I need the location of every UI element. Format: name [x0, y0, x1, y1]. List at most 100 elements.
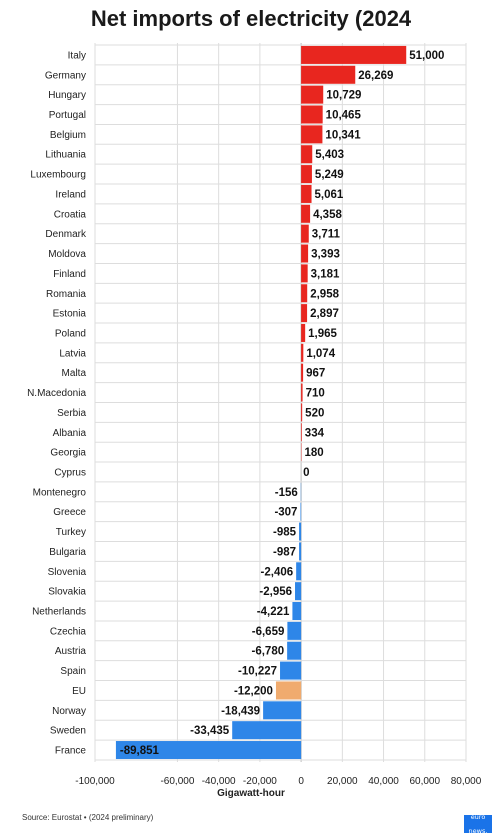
x-tick-label: -100,000: [75, 776, 115, 787]
value-label: 2,958: [310, 288, 339, 300]
category-label: Italy: [68, 50, 86, 61]
value-label: -33,435: [190, 725, 230, 737]
bar: [301, 264, 308, 283]
x-tick-label: 40,000: [368, 776, 399, 787]
bar-chart: -100,000 -60,000 -40,000 -20,000 0 20,000 40,0…: [27, 43, 482, 787]
bar: [301, 304, 308, 323]
bar: [299, 542, 302, 561]
logo-text-part: euro: [470, 812, 486, 821]
category-label: Spain: [60, 666, 86, 677]
bar: [296, 562, 302, 581]
logo-text-part: news.: [468, 826, 488, 835]
bar: [295, 582, 302, 601]
value-label: 10,729: [326, 90, 361, 102]
bar: [275, 681, 302, 700]
bar: [301, 244, 309, 263]
value-label: 1,965: [308, 328, 337, 340]
bar: [301, 165, 312, 184]
category-label: Serbia: [57, 408, 86, 419]
bar: [301, 403, 303, 422]
bar: [301, 145, 313, 164]
bar: [301, 125, 323, 144]
x-tick-label: 20,000: [327, 776, 358, 787]
category-label: Latvia: [59, 348, 86, 359]
x-tick-label: 0: [298, 776, 304, 787]
value-label: 10,341: [325, 129, 361, 141]
category-label: Cyprus: [54, 467, 86, 478]
value-label: -307: [274, 507, 297, 519]
category-label: Germany: [45, 70, 86, 81]
category-label: Malta: [62, 368, 87, 379]
value-label: 4,358: [313, 209, 342, 221]
value-label: 26,269: [358, 70, 393, 82]
bar: [301, 363, 304, 382]
value-label: -6,780: [252, 646, 285, 658]
value-label: -985: [273, 527, 297, 539]
category-label: Greece: [53, 507, 86, 518]
category-label: Montenegro: [33, 487, 87, 498]
bar: [301, 423, 302, 442]
category-label: Moldova: [48, 249, 86, 260]
bar: [301, 323, 306, 342]
value-label: -18,439: [221, 705, 260, 717]
value-label: -6,659: [252, 626, 285, 638]
category-label: Georgia: [50, 448, 86, 459]
category-label: Austria: [55, 646, 87, 657]
value-label: 180: [304, 447, 323, 459]
value-label: 967: [306, 368, 325, 380]
bar: [232, 721, 302, 740]
category-label: Hungary: [48, 90, 86, 101]
value-label: 0: [303, 467, 309, 479]
value-label: -4,221: [257, 606, 290, 618]
category-label: Turkey: [56, 527, 86, 538]
bar: [301, 284, 308, 303]
category-label: Belgium: [50, 130, 86, 141]
x-tick-label: 60,000: [409, 776, 440, 787]
value-label: -12,200: [234, 685, 273, 697]
category-label: France: [55, 746, 87, 757]
brand-logo: euro news.: [464, 812, 492, 835]
value-label: -987: [273, 546, 296, 558]
value-label: 3,181: [311, 268, 340, 280]
category-label: Czechia: [50, 626, 87, 637]
category-label: Croatia: [54, 209, 87, 220]
labels-layer: Italy 51,000 Germany 26,269 Hungary 10,729 Por…: [27, 50, 444, 757]
x-tick-label: 80,000: [451, 776, 482, 787]
value-label: 5,403: [315, 149, 344, 161]
value-label: -89,851: [120, 745, 160, 757]
bar: [287, 641, 302, 660]
value-label: 5,061: [315, 189, 344, 201]
category-label: Albania: [53, 428, 87, 439]
bar: [301, 224, 309, 243]
category-label: Sweden: [50, 726, 86, 737]
bar: [115, 741, 302, 760]
x-tick-label: -20,000: [243, 776, 277, 787]
bar: [280, 661, 302, 680]
value-label: 10,465: [326, 110, 362, 122]
bar: [300, 502, 302, 521]
category-label: Denmark: [45, 229, 87, 240]
category-label: Luxembourg: [30, 170, 86, 181]
value-label: -156: [275, 487, 298, 499]
category-label: Ireland: [55, 189, 86, 200]
category-label: Finland: [53, 269, 86, 280]
category-label: Slovenia: [48, 567, 87, 578]
category-label: N.Macedonia: [27, 388, 86, 399]
source-note: Source: Eurostat • (2024 preliminary): [22, 813, 154, 822]
category-label: Slovakia: [48, 587, 86, 598]
value-label: -2,956: [259, 586, 292, 598]
value-label: -2,406: [261, 566, 294, 578]
bar: [301, 204, 311, 223]
chart-title: Net imports of electricity (2024: [90, 6, 412, 31]
value-label: 1,074: [306, 348, 335, 360]
bar: [292, 602, 302, 621]
value-label: 5,249: [315, 169, 344, 181]
grid-layer: -100,000 -60,000 -40,000 -20,000 0 20,000 40,0…: [75, 43, 482, 787]
bar: [299, 522, 302, 541]
value-label: 51,000: [409, 50, 444, 62]
value-label: 334: [305, 427, 325, 439]
category-label: Romania: [46, 289, 86, 300]
bar: [301, 184, 312, 203]
bar: [301, 85, 324, 104]
value-label: 2,897: [310, 308, 339, 320]
